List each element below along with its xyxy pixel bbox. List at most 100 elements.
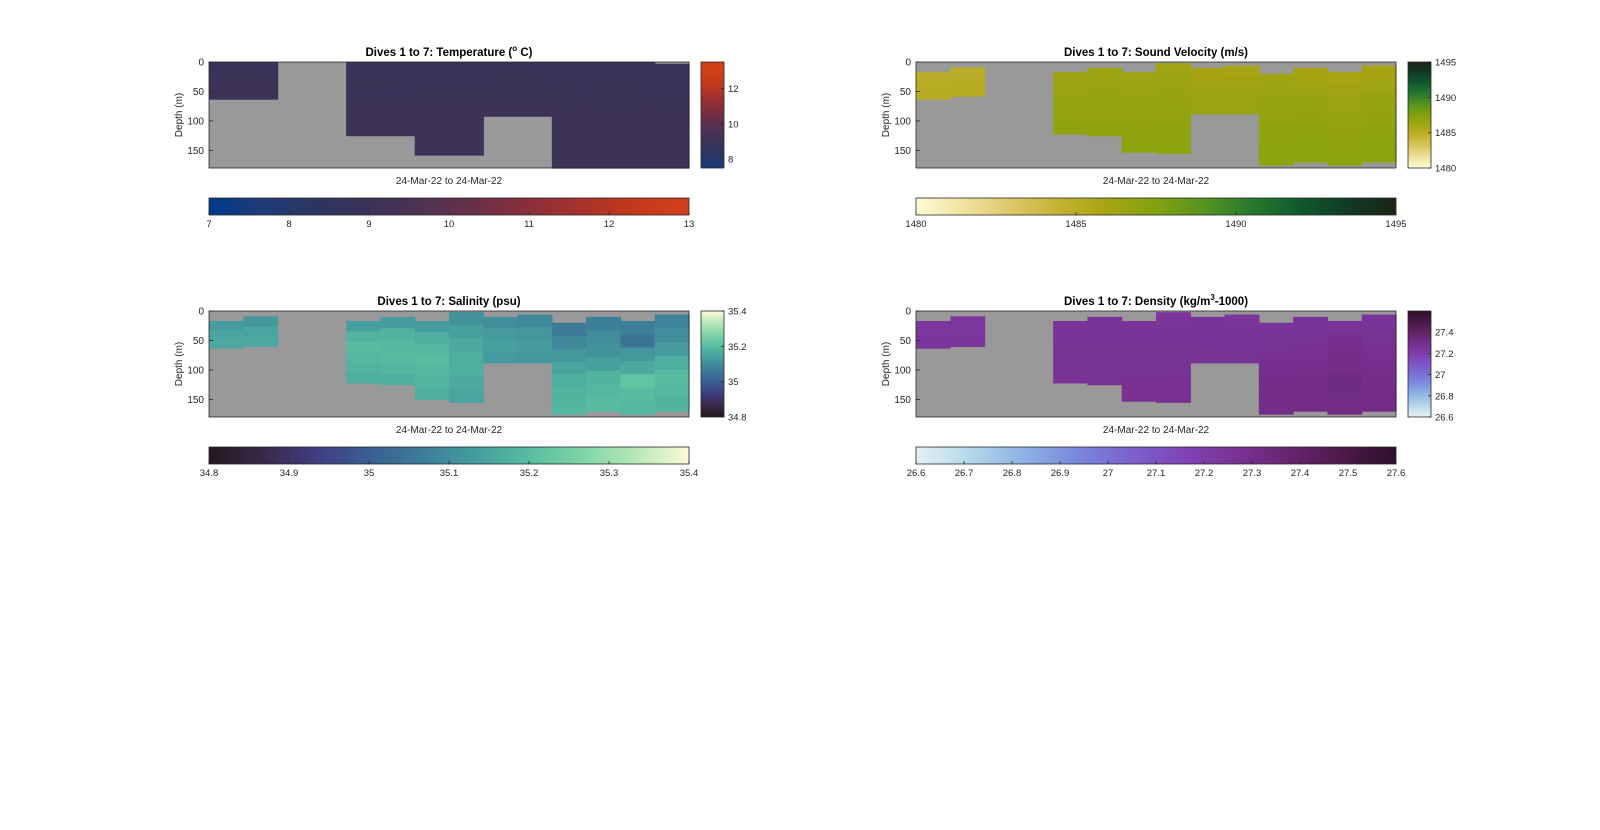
data-cell bbox=[1224, 77, 1260, 91]
data-cell bbox=[1293, 94, 1329, 109]
y-tick-label: 0 bbox=[198, 58, 204, 69]
y-tick-label: 100 bbox=[894, 365, 911, 376]
data-cell bbox=[346, 362, 382, 374]
data-cell bbox=[209, 339, 244, 349]
y-tick-label: 150 bbox=[894, 395, 911, 406]
data-cell bbox=[586, 86, 622, 96]
data-cell bbox=[414, 388, 450, 400]
data-cell bbox=[380, 113, 416, 122]
data-cell bbox=[449, 350, 484, 365]
data-cell bbox=[551, 401, 587, 415]
colorbar-bottom-bar bbox=[915, 197, 1397, 216]
chart-title: Dives 1 to 7: Temperature (o C) bbox=[365, 44, 532, 59]
data-cell bbox=[586, 127, 622, 136]
data-cell bbox=[380, 120, 416, 129]
data-cell bbox=[243, 316, 279, 327]
data-cell bbox=[620, 143, 656, 153]
data-cell bbox=[1156, 88, 1191, 103]
data-cell bbox=[620, 159, 656, 169]
data-cell bbox=[414, 69, 450, 79]
data-cell bbox=[1258, 152, 1294, 166]
colorbar-bottom-tick-label: 27 bbox=[1103, 468, 1114, 479]
data-cell bbox=[414, 85, 450, 94]
data-cell bbox=[1156, 363, 1191, 378]
data-cell bbox=[346, 372, 382, 384]
data-cell bbox=[1121, 321, 1157, 334]
data-cell bbox=[1327, 387, 1363, 402]
data-cell bbox=[1087, 113, 1123, 125]
data-cell bbox=[414, 93, 450, 102]
data-cell bbox=[449, 147, 484, 156]
data-cell bbox=[1258, 125, 1294, 140]
y-tick-label: 0 bbox=[905, 58, 911, 69]
data-cell bbox=[1327, 374, 1363, 389]
data-cell bbox=[1361, 65, 1397, 80]
data-cell bbox=[620, 360, 656, 375]
data-cell bbox=[380, 350, 416, 363]
data-cell bbox=[551, 159, 587, 169]
data-cell bbox=[551, 94, 587, 104]
data-cell bbox=[1224, 314, 1260, 328]
colorbar-right-tick-label: 27.2 bbox=[1435, 349, 1454, 360]
data-cell bbox=[620, 70, 656, 79]
data-cell bbox=[1361, 120, 1397, 136]
data-cell bbox=[1224, 89, 1260, 103]
data-cell bbox=[916, 72, 951, 82]
data-cell bbox=[654, 79, 690, 89]
data-cell bbox=[551, 335, 587, 350]
data-cell bbox=[620, 400, 656, 415]
colorbar-right-tick-label: 1490 bbox=[1435, 93, 1456, 104]
data-cell bbox=[449, 93, 484, 102]
colorbar-bottom-tick-label: 8 bbox=[286, 219, 291, 230]
data-cell bbox=[586, 62, 622, 71]
data-cell bbox=[586, 151, 622, 161]
axes-frame bbox=[915, 310, 1397, 418]
y-tick-label: 100 bbox=[187, 365, 204, 376]
data-cell bbox=[551, 78, 587, 88]
data-cell bbox=[449, 69, 484, 79]
data-cell bbox=[1327, 360, 1363, 375]
axes-frame bbox=[208, 61, 690, 169]
data-cell bbox=[654, 383, 690, 398]
data-cell bbox=[1224, 326, 1260, 340]
data-cell bbox=[654, 143, 690, 153]
data-cell bbox=[483, 328, 519, 341]
data-cell bbox=[916, 339, 951, 349]
data-cell bbox=[1258, 73, 1294, 88]
data-cell bbox=[209, 67, 244, 74]
colorbar-bottom-tick-label: 1490 bbox=[1225, 219, 1246, 230]
data-cell bbox=[414, 116, 450, 125]
y-tick-label: 50 bbox=[193, 87, 205, 98]
x-axis-label: 24-Mar-22 to 24-Mar-22 bbox=[396, 176, 503, 187]
colorbar-right-tick-label: 1485 bbox=[1435, 128, 1456, 139]
data-cell bbox=[916, 321, 951, 331]
data-cell bbox=[1053, 102, 1089, 114]
data-cell bbox=[1361, 134, 1397, 149]
data-cell bbox=[916, 330, 951, 340]
colorbar-right-bar bbox=[1407, 310, 1432, 418]
colorbar-bottom-tick-label: 26.8 bbox=[1003, 468, 1022, 479]
data-cell bbox=[551, 151, 587, 161]
y-tick-label: 0 bbox=[905, 307, 911, 318]
data-cell bbox=[586, 316, 622, 331]
colorbar-bottom-tick-label: 1480 bbox=[905, 219, 926, 230]
axes-frame bbox=[915, 61, 1397, 169]
data-cell bbox=[620, 151, 656, 161]
data-cell bbox=[620, 387, 656, 402]
data-cell bbox=[551, 374, 587, 389]
title-text: Dives 1 to 7: Salinity (psu) bbox=[377, 296, 520, 308]
data-cell bbox=[1190, 67, 1226, 80]
axes-frame bbox=[208, 310, 690, 418]
data-cell bbox=[551, 348, 587, 363]
data-cell bbox=[950, 316, 986, 327]
data-cell bbox=[1190, 316, 1226, 329]
data-cell bbox=[1293, 343, 1329, 358]
title-text: Dives 1 to 7: Temperature ( bbox=[365, 47, 512, 59]
data-cell bbox=[1156, 114, 1191, 129]
data-cell bbox=[1156, 140, 1191, 154]
title-text-tail: -1000) bbox=[1215, 296, 1248, 308]
data-cell bbox=[1293, 357, 1329, 372]
data-cell bbox=[551, 322, 587, 337]
